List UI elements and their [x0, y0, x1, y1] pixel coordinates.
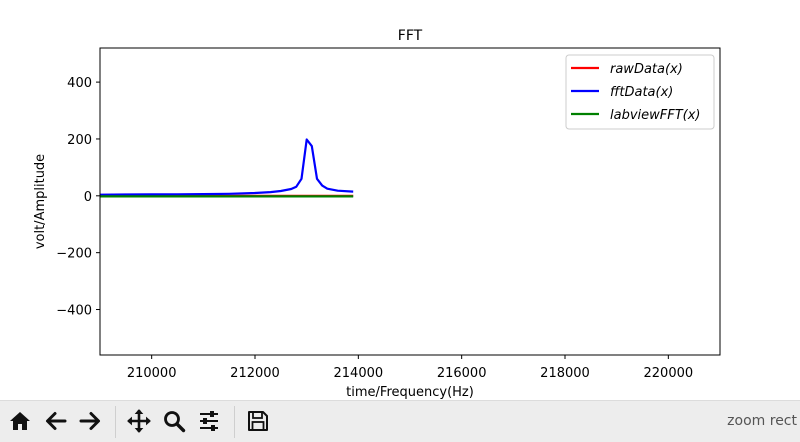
series-layer	[99, 138, 354, 198]
arrow-right-icon	[79, 412, 100, 430]
search-icon	[164, 411, 186, 433]
x-tick-label: 220000	[644, 366, 694, 381]
navigation-toolbar: zoom rect	[0, 400, 800, 442]
back-button[interactable]	[41, 406, 71, 436]
y-tick-label: 0	[84, 190, 92, 205]
forward-button[interactable]	[75, 406, 105, 436]
legend-label: fftData(x)	[610, 85, 673, 100]
status-text: zoom rect	[727, 413, 797, 429]
x-tick-label: 216000	[437, 366, 487, 381]
home-button[interactable]	[5, 406, 35, 436]
zoom-button[interactable]	[159, 406, 189, 436]
x-tick-label: 218000	[540, 366, 590, 381]
legend: rawData(x) fftData(x) labviewFFT(x)	[565, 54, 715, 130]
toolbar-separator	[234, 406, 235, 438]
legend-label: rawData(x)	[610, 62, 683, 77]
legend-box	[565, 54, 715, 130]
move-icon	[127, 409, 151, 433]
series-line-fftdatax	[99, 138, 354, 196]
plot-frame	[99, 47, 721, 356]
figure: 210000 212000 214000 216000 218000 220000 400 2…	[33, 28, 721, 400]
configure-subplots-button[interactable]	[194, 406, 224, 436]
y-tick-label: −400	[56, 304, 92, 319]
sliders-icon	[200, 411, 218, 431]
pan-button[interactable]	[124, 406, 154, 436]
x-tick-label: 210000	[127, 366, 177, 381]
toolbar-separator	[115, 406, 116, 438]
arrow-left-icon	[46, 412, 67, 430]
home-icon	[10, 412, 30, 430]
y-tick-label: −200	[56, 247, 92, 262]
ticks-layer: 210000 212000 214000 216000 218000 220000 400 2…	[56, 76, 693, 381]
x-tick-label: 212000	[230, 366, 280, 381]
x-tick-label: 214000	[334, 366, 384, 381]
chart-title: FFT	[398, 28, 423, 44]
y-axis-label: volt/Amplitude	[33, 154, 48, 249]
fft-chart: 210000 212000 214000 216000 218000 220000 400 2…	[33, 28, 721, 400]
y-tick-label: 400	[67, 76, 92, 91]
legend-label: labviewFFT(x)	[610, 108, 701, 123]
save-icon	[248, 411, 268, 431]
save-button[interactable]	[243, 406, 273, 436]
x-axis-label: time/Frequency(Hz)	[346, 385, 474, 400]
y-tick-label: 200	[67, 133, 92, 148]
